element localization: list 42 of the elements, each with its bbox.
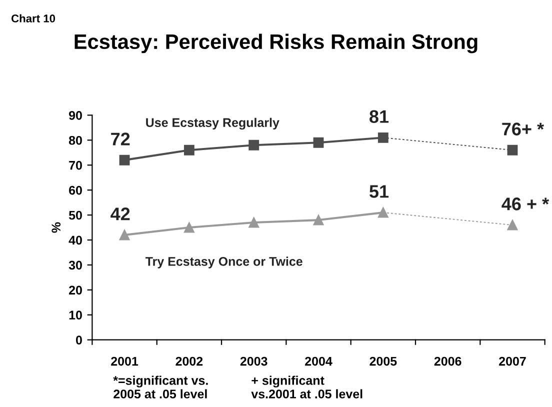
y-tick-label: 70 [69, 160, 82, 170]
point [378, 132, 388, 143]
point [313, 137, 324, 148]
x-tick-label: 2003 [240, 356, 268, 366]
data-label: 51 [370, 185, 389, 198]
point [184, 144, 194, 156]
y-axis-title: % [52, 222, 61, 233]
series-label: Use Ecstasy Regularly [146, 118, 280, 130]
point [313, 214, 324, 226]
y-tick-label: 80 [68, 136, 82, 145]
point [507, 144, 518, 156]
y-tick-label: 60 [69, 186, 82, 195]
data-label: 72 [111, 132, 130, 146]
point [119, 154, 130, 166]
y-tick-label: 40 [68, 236, 82, 245]
x-tick-label: 2002 [176, 356, 203, 366]
point [248, 140, 260, 150]
data-label: 76+ * [502, 122, 544, 136]
point [119, 230, 130, 240]
data-label: 42 [110, 208, 130, 220]
point [378, 207, 388, 218]
y-tick-label: 50 [68, 210, 82, 220]
chart-title: Ecstasy: Perceived Risks Remain Strong [74, 34, 478, 54]
text: *=significant vs. 2005 at .05 level [113, 376, 208, 398]
x-tick-label: 2001 [111, 356, 138, 366]
text: + significant vs.2001 at .05 level [251, 376, 362, 398]
x-tick-label: 2007 [499, 356, 526, 366]
y-tick-label: 0 [76, 336, 82, 344]
x-tick-label: 2004 [305, 356, 332, 366]
point [184, 222, 194, 233]
series-label: Try Ecstasy Once or Twice [145, 256, 302, 268]
point [507, 220, 518, 230]
point [248, 217, 260, 228]
y-tick-label: 30 [68, 260, 82, 270]
data-label: 46 + * [502, 198, 550, 210]
y-tick-label: 20 [68, 286, 82, 295]
y-tick-label: 10 [69, 310, 82, 320]
data-label: 81 [370, 110, 389, 123]
y-tick-label: 90 [68, 110, 82, 120]
caption: Chart 10 [11, 14, 56, 22]
x-tick-label: 2006 [434, 356, 462, 366]
x-tick-label: 2005 [370, 356, 397, 366]
